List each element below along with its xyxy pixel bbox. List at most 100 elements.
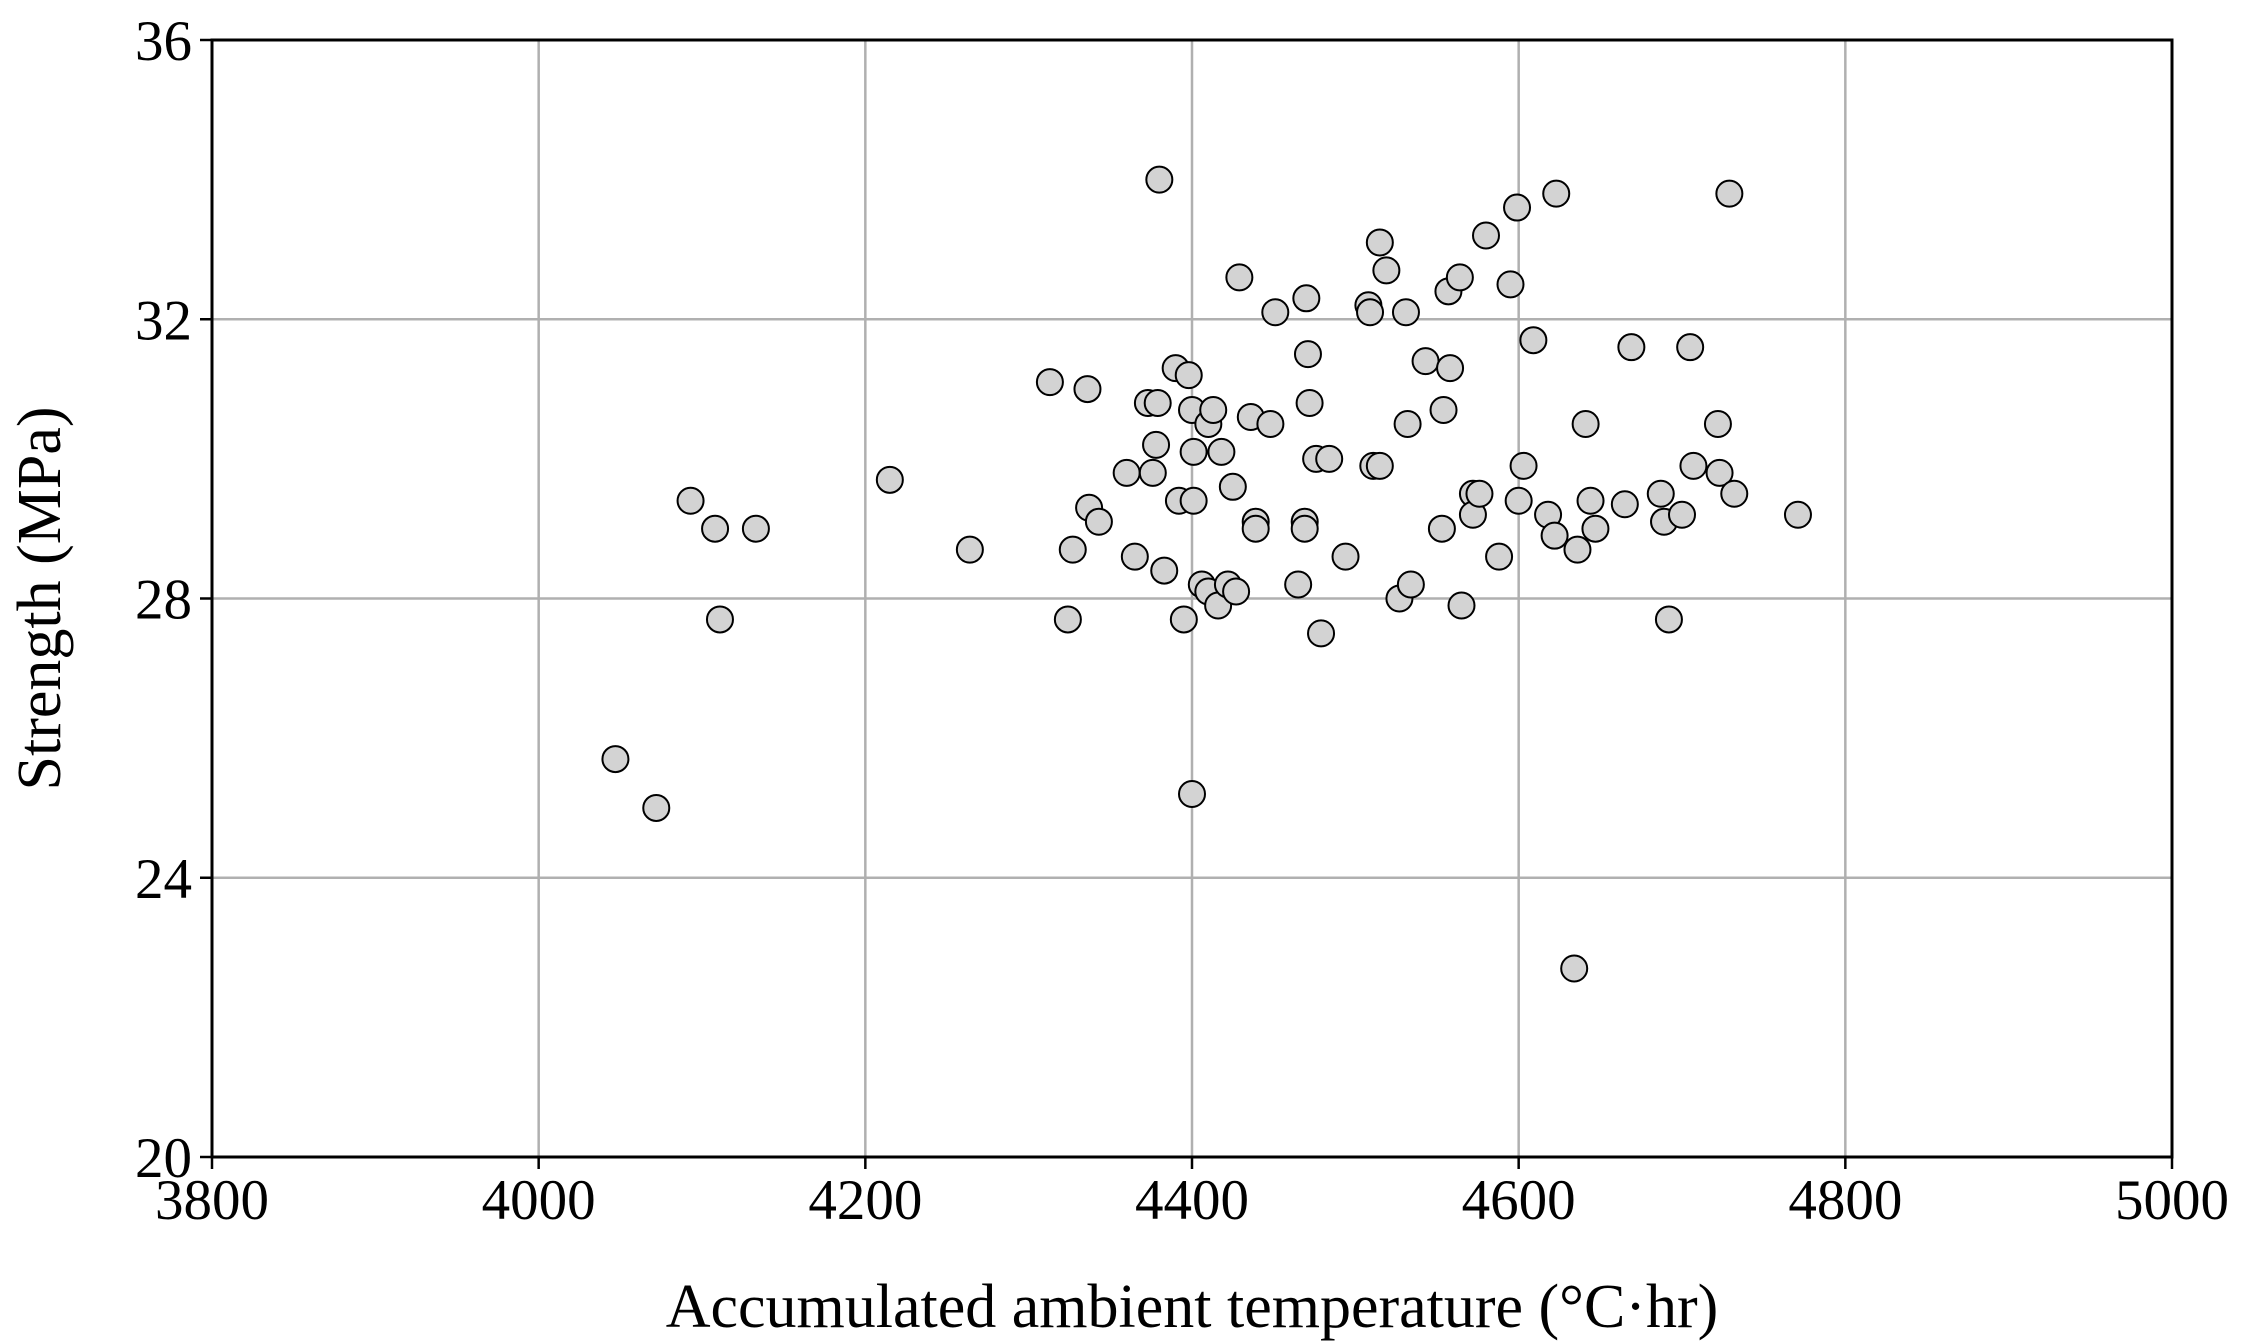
data-point [705,605,734,634]
data-point [1576,486,1605,515]
data-point [1178,779,1206,808]
data-point [642,793,671,822]
data-point [676,486,705,515]
data-point [1715,179,1744,208]
y-tick-labels: 20 24 28 32 36 [135,10,192,1190]
x-axis-title: Accumulated ambient temperature (°C·hr) [666,1273,1719,1341]
data-point [1293,340,1322,369]
data-point [601,745,630,774]
data-point [1581,514,1610,543]
data-point [1617,333,1646,362]
data-point [1179,486,1208,515]
data-point [875,465,904,494]
x-tick-labels: 3800 4000 4200 4400 4600 4800 5000 [155,1169,2229,1232]
data-point [1571,409,1600,438]
data-point [1315,444,1344,473]
data-point [1365,228,1394,257]
data-point [1143,389,1172,418]
data-point [1610,490,1639,519]
data-point [1053,605,1082,634]
data-point [1199,396,1228,425]
data-point [1138,458,1167,487]
data-point [1331,542,1360,571]
y-tick-label: 24 [135,848,192,911]
data-point [1503,193,1532,222]
data-point [1145,165,1174,194]
data-point [1084,507,1113,536]
data-point [1365,451,1394,480]
data-point [1261,298,1290,327]
data-point [1179,437,1208,466]
x-tick-label: 4400 [1135,1169,1249,1232]
data-point [1174,361,1203,390]
data-point [1720,479,1749,508]
data-point [1222,577,1251,606]
data-point [1679,451,1708,480]
data-point [1058,535,1087,564]
data-point [1485,542,1514,571]
data-point [1169,605,1198,634]
data-point [1705,458,1734,487]
data-point [1445,263,1474,292]
data-point [1540,521,1569,550]
data-point [1703,409,1732,438]
data-point [1427,514,1456,543]
data-point [1284,570,1313,599]
data-point [1218,472,1247,501]
data-point [1142,430,1171,459]
x-tick-label: 5000 [2115,1169,2229,1232]
y-tick-label: 28 [135,569,192,632]
x-tick-label: 4800 [1788,1169,1902,1232]
x-tick-label: 4000 [482,1169,596,1232]
data-point [1542,179,1571,208]
data-point [1112,458,1141,487]
data-point [1676,333,1705,362]
data-point [1225,263,1254,292]
data-point [1783,500,1812,529]
data-point [1563,535,1592,564]
data-point [1241,514,1270,543]
data-point [1429,396,1458,425]
data-point [1519,326,1548,355]
data-point [1654,605,1683,634]
data-point [1436,354,1465,383]
data-point [1668,500,1696,529]
data-point [1256,409,1285,438]
data-point [1356,298,1385,327]
data-point [1509,451,1538,480]
tick-marks [200,38,2174,1169]
data-point [1496,270,1525,299]
data-point [1295,389,1324,418]
data-point [1372,256,1401,285]
y-tick-label: 20 [135,1127,192,1190]
data-point [1411,347,1440,376]
y-tick-label: 36 [135,10,192,73]
data-point [1504,486,1533,515]
data-point [1560,954,1589,983]
grid [210,38,2174,1159]
data-point [1391,298,1420,327]
data-point [1292,284,1321,313]
x-tick-label: 4200 [808,1169,922,1232]
x-tick-label: 4600 [1462,1169,1576,1232]
data-point [1396,570,1425,599]
data-point [1465,479,1494,508]
data-point [1290,514,1319,543]
data-points [601,165,1812,983]
data-point [1120,542,1149,571]
y-tick-label: 32 [135,289,192,352]
data-point [1646,479,1675,508]
data-point [1150,556,1179,585]
data-point [1073,375,1102,404]
data-point [1393,409,1422,438]
data-point [955,535,984,564]
data-point [1472,221,1500,250]
y-axis-title: Strength (MPa) [6,406,74,790]
data-point [1035,368,1064,397]
data-point [1447,591,1476,620]
data-point [741,514,770,543]
data-point [1307,619,1336,648]
data-point [1207,437,1236,466]
x-tick-label: 3800 [155,1169,269,1232]
